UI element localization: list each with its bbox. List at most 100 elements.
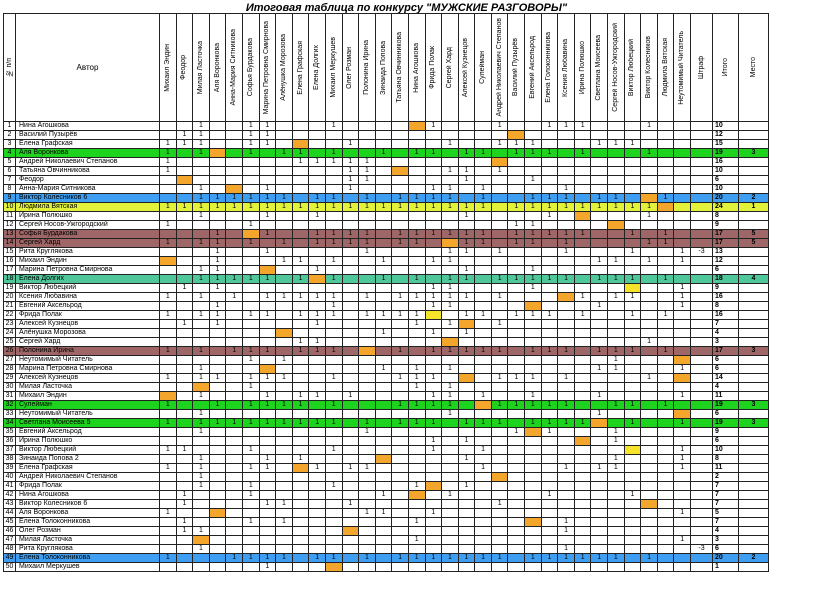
vote-cell (623, 121, 642, 131)
own-work-cell (557, 292, 575, 302)
vote-cell (374, 544, 393, 554)
vote-cell (407, 301, 426, 311)
vote-cell (573, 247, 592, 257)
vote-cell (557, 490, 575, 500)
row-number: 12 (3, 220, 16, 230)
vote-cell (324, 517, 343, 527)
own-work-cell (457, 373, 476, 383)
vote-cell: 1 (192, 139, 210, 149)
header-jury-label: Штраф (697, 55, 705, 80)
vote-cell: 1 (623, 247, 642, 257)
header-jury: Сергей Носов-Ужгородский (607, 13, 625, 122)
vote-cell (656, 562, 675, 572)
header-jury: Елена Долгих (308, 13, 326, 122)
vote-cell: 1 (324, 301, 343, 311)
vote-cell (424, 211, 443, 221)
vote-cell (656, 526, 675, 536)
vote-cell (490, 481, 509, 491)
vote-cell (374, 526, 393, 536)
header-jury-label: Михаил Эндин (163, 43, 171, 92)
vote-cell: 1 (241, 373, 260, 383)
vote-cell (208, 184, 227, 194)
vote-cell: 1 (407, 382, 426, 392)
vote-cell: 1 (407, 292, 426, 302)
vote-cell (656, 535, 675, 545)
vote-cell (208, 337, 227, 347)
header-jury: Сулейман (474, 13, 492, 122)
author-name: Елена Графская (15, 463, 160, 473)
vote-cell (208, 220, 227, 230)
vote-cell (557, 319, 575, 329)
vote-cell: 1 (192, 526, 210, 536)
vote-cell (690, 238, 713, 248)
vote-cell: 1 (208, 418, 227, 428)
vote-cell (490, 229, 509, 239)
vote-cell (690, 301, 713, 311)
vote-cell (291, 535, 310, 545)
vote-cell (623, 220, 642, 230)
vote-cell: 1 (656, 229, 675, 239)
vote-cell (590, 454, 609, 464)
vote-cell (424, 355, 443, 365)
place-cell (738, 490, 769, 500)
vote-cell (441, 211, 459, 221)
vote-cell (192, 355, 210, 365)
vote-cell (374, 472, 393, 482)
author-name: Милая Ласточка (15, 535, 160, 545)
vote-cell: 1 (474, 553, 492, 563)
vote-cell (391, 463, 409, 473)
vote-cell (358, 148, 376, 158)
place-cell: 4 (738, 274, 769, 284)
vote-cell: 1 (159, 418, 177, 428)
vote-cell: 1 (391, 373, 409, 383)
vote-cell: 1 (490, 319, 509, 329)
vote-cell (524, 526, 542, 536)
vote-cell: 1 (673, 256, 691, 266)
vote-cell (474, 562, 492, 572)
vote-cell (524, 463, 542, 473)
vote-cell (690, 274, 713, 284)
vote-cell (673, 544, 691, 554)
vote-cell (441, 121, 459, 131)
table-row: 21 Евгений Аксельрод 1 1 1 1 1 1 8 (3, 301, 769, 311)
vote-cell (159, 121, 177, 131)
header-jury: Полонина Ирина (358, 13, 376, 122)
vote-cell (690, 319, 713, 329)
vote-cell (640, 481, 658, 491)
vote-cell (424, 319, 443, 329)
vote-cell: 1 (490, 139, 509, 149)
table-row: 24 Алёнушка Морозова 1 1 1 4 (3, 328, 769, 338)
vote-cell (640, 130, 658, 140)
vote-cell: 1 (241, 490, 260, 500)
vote-cell (573, 157, 592, 167)
vote-cell (607, 148, 625, 158)
vote-cell: 1 (424, 184, 443, 194)
total-cell: 6 (712, 436, 739, 446)
vote-cell (275, 454, 293, 464)
header-jury: Андрей Николаевич Степанов (490, 13, 509, 122)
vote-cell (358, 139, 376, 149)
vote-cell (524, 292, 542, 302)
vote-cell (441, 157, 459, 167)
vote-cell (258, 526, 277, 536)
vote-cell (690, 355, 713, 365)
vote-cell (690, 535, 713, 545)
vote-cell (640, 463, 658, 473)
vote-cell (341, 247, 360, 257)
header-jury: Неутомимый Читатель (673, 13, 691, 122)
vote-cell: 1 (241, 274, 260, 284)
vote-cell (324, 166, 343, 176)
vote-cell: 1 (441, 229, 459, 239)
vote-cell (358, 499, 376, 509)
vote-cell (291, 319, 310, 329)
vote-cell: 1 (590, 463, 609, 473)
vote-cell (358, 562, 376, 572)
vote-cell (208, 427, 227, 437)
vote-cell (656, 337, 675, 347)
vote-cell (358, 220, 376, 230)
vote-cell (291, 364, 310, 374)
total-cell: 14 (712, 373, 739, 383)
vote-cell (308, 400, 326, 410)
vote-cell (490, 256, 509, 266)
vote-cell (175, 256, 194, 266)
